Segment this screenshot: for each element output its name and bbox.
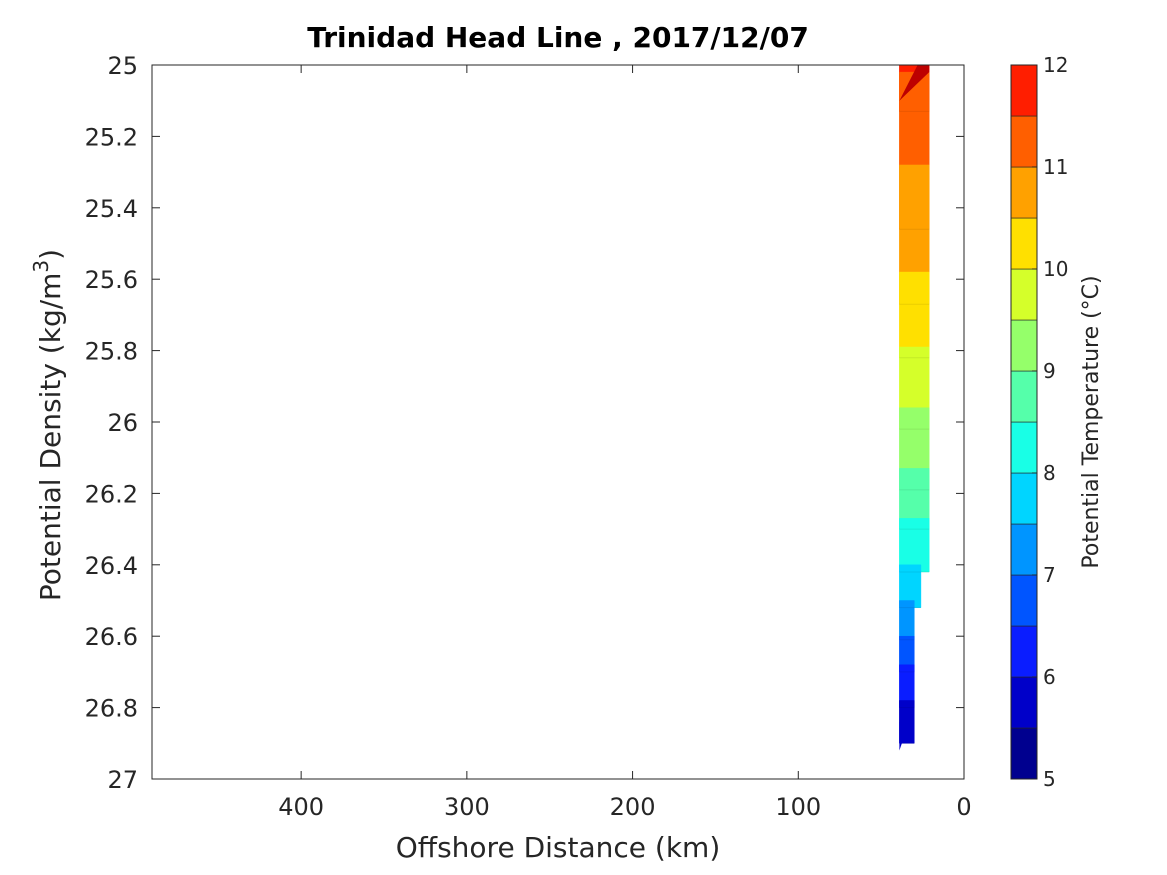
colorbar: 5 6 7 8 9 10 11 12 Potential Temperature (°C) (1010, 53, 1104, 791)
plot-background (152, 65, 964, 779)
y-axis: 25 25.2 25.4 25.6 25.8 26 26.2 26.4 26.6 26.8 27 (85, 52, 964, 794)
x-tick-label: 300 (444, 793, 490, 821)
colorbar-swatch (1010, 319, 1038, 372)
x-tick-label: 400 (278, 793, 324, 821)
colorbar-tick-label: 10 (1043, 257, 1068, 281)
colorbar-label: Potential Temperature (°C) (1079, 275, 1104, 568)
colorbar-swatch (1010, 472, 1038, 525)
y-tick-label: 26.8 (85, 695, 138, 723)
y-tick-label: 25.4 (85, 195, 138, 223)
colorbar-swatch (1010, 370, 1038, 423)
y-tick-label: 26.4 (85, 552, 138, 580)
y-tick-label: 26.6 (85, 623, 138, 651)
x-tick-label: 0 (956, 793, 971, 821)
y-axis-label: Potential Density (kg/m3) (29, 249, 67, 601)
y-tick-label: 26.2 (85, 480, 138, 508)
colorbar-tick-label: 6 (1043, 665, 1056, 689)
colorbar-swatch (1010, 574, 1038, 627)
contour-band (899, 518, 930, 573)
colorbar-tick-label: 9 (1043, 359, 1056, 383)
contour-layer (899, 64, 930, 751)
y-tick-label: 25.6 (85, 266, 138, 294)
contour-tip-bottom (899, 707, 915, 751)
x-axis-label: Offshore Distance (km) (396, 831, 721, 864)
contour-band (899, 564, 922, 608)
y-axis-label-suffix: ) (34, 249, 67, 260)
colorbar-swatches (1010, 64, 1038, 780)
colorbar-ticks: 5 6 7 8 9 10 11 12 (1032, 53, 1068, 791)
x-axis: 400 300 200 100 0 (278, 65, 972, 821)
colorbar-tick-label: 8 (1043, 461, 1056, 485)
colorbar-swatch (1010, 64, 1038, 117)
colorbar-tick-label: 12 (1043, 53, 1068, 77)
x-tick-label: 100 (775, 793, 821, 821)
colorbar-swatch (1010, 625, 1038, 678)
y-tick-label: 27 (107, 766, 138, 794)
colorbar-swatch (1010, 115, 1038, 168)
y-tick-label: 25.2 (85, 123, 138, 151)
colorbar-tick-label: 7 (1043, 563, 1056, 587)
chart-title: Trinidad Head Line , 2017/12/07 (307, 21, 809, 54)
colorbar-swatch (1010, 727, 1038, 780)
y-axis-label-prefix: Potential Density (kg/m (34, 273, 67, 602)
contour-band (899, 271, 930, 358)
contour-band (899, 600, 915, 641)
colorbar-swatch (1010, 166, 1038, 219)
colorbar-swatch (1010, 217, 1038, 270)
colorbar-tick-label: 11 (1043, 155, 1068, 179)
colorbar-tick-label: 5 (1043, 767, 1056, 791)
y-tick-label: 25.8 (85, 338, 138, 366)
y-axis-label-superscript: 3 (29, 260, 53, 273)
colorbar-frame (1010, 64, 1038, 780)
colorbar-swatch (1010, 268, 1038, 321)
contour-tip-top (899, 65, 930, 101)
y-tick-label: 26 (107, 409, 138, 437)
colorbar-swatch (1010, 523, 1038, 576)
x-tick-label: 200 (610, 793, 656, 821)
colorbar-swatch (1010, 676, 1038, 729)
y-tick-label: 25 (107, 52, 138, 80)
plot-area: 400 300 200 100 0 25 25.2 25.4 25.6 25.8 26 26.2 26… (85, 52, 972, 821)
colorbar-swatch (1010, 421, 1038, 474)
